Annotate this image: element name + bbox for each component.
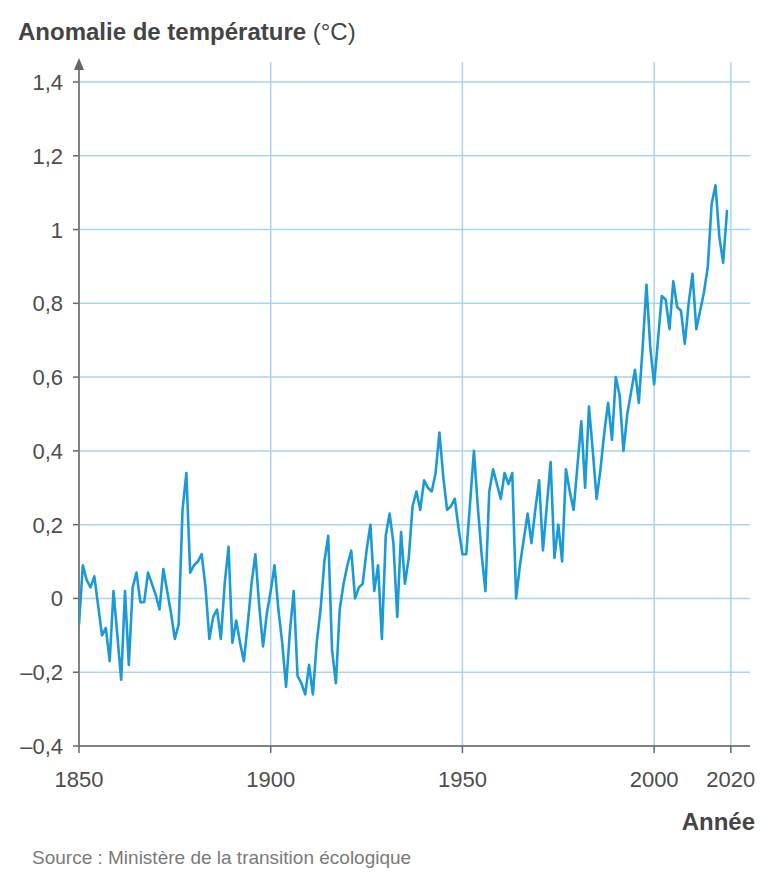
data-line xyxy=(79,185,727,694)
tick-x xyxy=(462,746,464,753)
grid-line-x xyxy=(653,62,655,746)
grid-line-y xyxy=(79,671,750,673)
axis-arrow xyxy=(74,58,84,70)
grid-line-y xyxy=(79,524,750,526)
grid-line-x xyxy=(730,62,732,746)
tick-label-y: 0,2 xyxy=(32,513,63,538)
tick-y xyxy=(73,745,79,747)
tick-y xyxy=(73,376,79,378)
axis-y xyxy=(78,64,80,746)
axis-x xyxy=(79,745,750,747)
tick-y xyxy=(73,524,79,526)
tick-label-y: 0,4 xyxy=(32,439,63,464)
grid-line-y xyxy=(79,155,750,157)
chart-container: –0,4 –0,2 0 0,2 0,4 0,6 0,8 1 1,2 1,4 1850 1900 1950… xyxy=(0,0,770,886)
tick-label-y: 0,6 xyxy=(32,365,63,390)
tick-label-x: 1900 xyxy=(246,767,295,792)
tick-label-y: –0,2 xyxy=(20,660,63,685)
axis-label-y: Anomalie de température (°C) xyxy=(18,18,356,45)
grid-line-y xyxy=(79,450,750,452)
tick-label-x: 2020 xyxy=(706,767,755,792)
tick-y xyxy=(73,303,79,305)
tick-x xyxy=(730,746,732,753)
grid-line-x xyxy=(462,62,464,746)
tick-x xyxy=(270,746,272,753)
tick-label-y: 0,8 xyxy=(32,291,63,316)
tick-label-y: 1,2 xyxy=(32,144,63,169)
chart-svg: –0,4 –0,2 0 0,2 0,4 0,6 0,8 1 1,2 1,4 1850 1900 1950… xyxy=(0,0,770,886)
axis-label-x: Année xyxy=(682,808,755,835)
tick-label-y: –0,4 xyxy=(20,734,63,759)
tick-label-x: 2000 xyxy=(630,767,679,792)
tick-label-x: 1850 xyxy=(55,767,104,792)
grid-line-x xyxy=(78,62,80,746)
grid-line-y xyxy=(79,303,750,305)
tick-y xyxy=(73,450,79,452)
tick-label-y: 1,4 xyxy=(32,70,63,95)
tick-y xyxy=(73,81,79,83)
grid-line-y xyxy=(79,745,750,747)
tick-x xyxy=(78,746,80,753)
tick-y xyxy=(73,598,79,600)
tick-label-y: 1 xyxy=(51,218,63,243)
grid-line-x xyxy=(270,62,272,746)
grid-line-y xyxy=(79,81,750,83)
tick-y xyxy=(73,229,79,231)
plot-area xyxy=(79,185,727,694)
tick-label-x: 1950 xyxy=(438,767,487,792)
tick-x xyxy=(653,746,655,753)
grid-line-y xyxy=(79,376,750,378)
source-note: Source : Ministère de la transition écol… xyxy=(32,847,411,868)
tick-label-y: 0 xyxy=(51,586,63,611)
tick-y xyxy=(73,155,79,157)
tick-y xyxy=(73,671,79,673)
grid-line-y xyxy=(79,229,750,231)
